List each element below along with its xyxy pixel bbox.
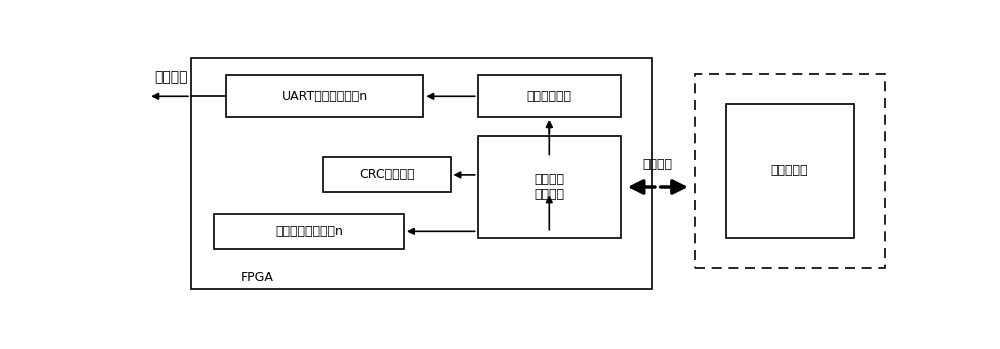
Text: 并行总线: 并行总线 [643,158,673,171]
Text: 应用处理器: 应用处理器 [771,164,808,177]
Bar [214,214,404,249]
Text: CRC校验单元: CRC校验单元 [359,169,414,181]
Bar [726,104,854,238]
Bar [191,58,652,289]
Bar [695,74,885,268]
Text: UART通信控制单元n: UART通信控制单元n [282,90,368,103]
Bar [478,75,621,117]
Text: 核心控制单元: 核心控制单元 [527,90,572,103]
Text: 数据发送: 数据发送 [155,70,188,84]
Text: 对外数字
通信接口: 对外数字 通信接口 [534,173,564,201]
Text: FPGA: FPGA [241,271,274,284]
Bar [323,157,450,192]
Bar [478,136,621,238]
Bar [226,75,423,117]
Text: 串口数据发送缓存n: 串口数据发送缓存n [275,225,343,238]
